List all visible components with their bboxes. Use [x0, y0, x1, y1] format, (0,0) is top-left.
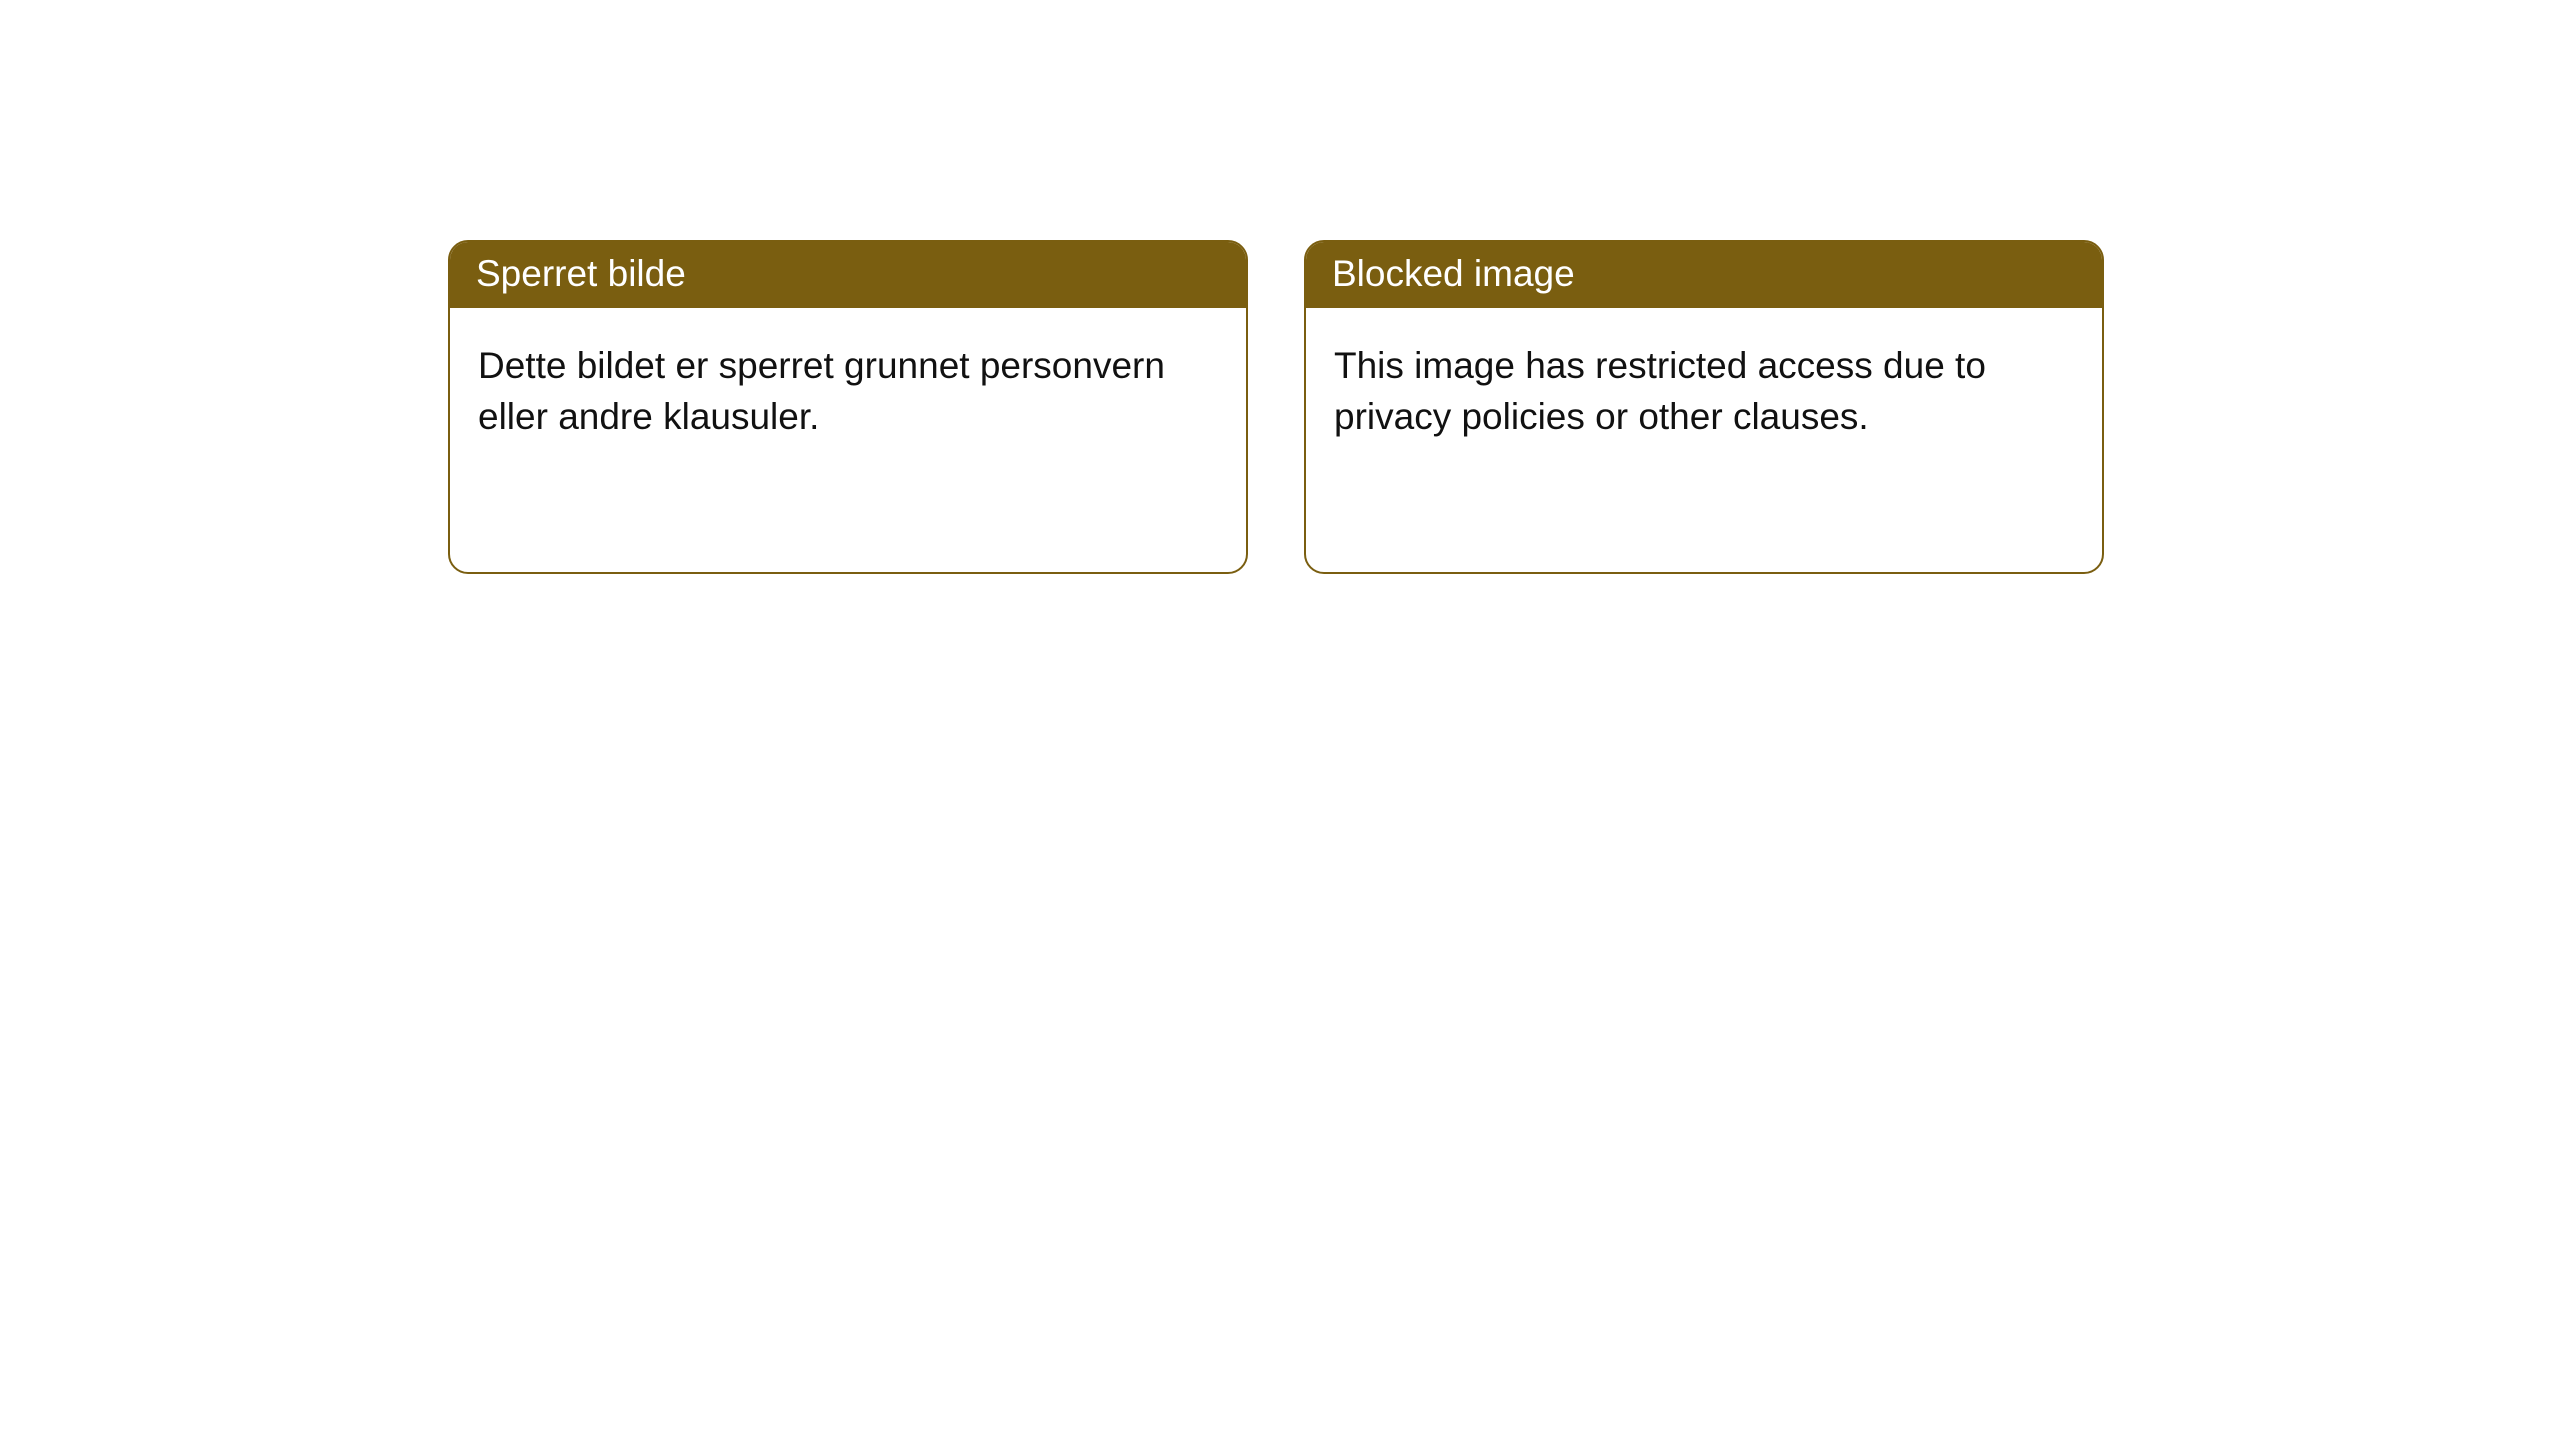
notice-header: Sperret bilde: [450, 242, 1246, 308]
notice-body: Dette bildet er sperret grunnet personve…: [450, 308, 1246, 474]
notice-container: Sperret bilde Dette bildet er sperret gr…: [448, 240, 2104, 574]
notice-body: This image has restricted access due to …: [1306, 308, 2102, 474]
notice-header: Blocked image: [1306, 242, 2102, 308]
notice-card-english: Blocked image This image has restricted …: [1304, 240, 2104, 574]
notice-card-norwegian: Sperret bilde Dette bildet er sperret gr…: [448, 240, 1248, 574]
